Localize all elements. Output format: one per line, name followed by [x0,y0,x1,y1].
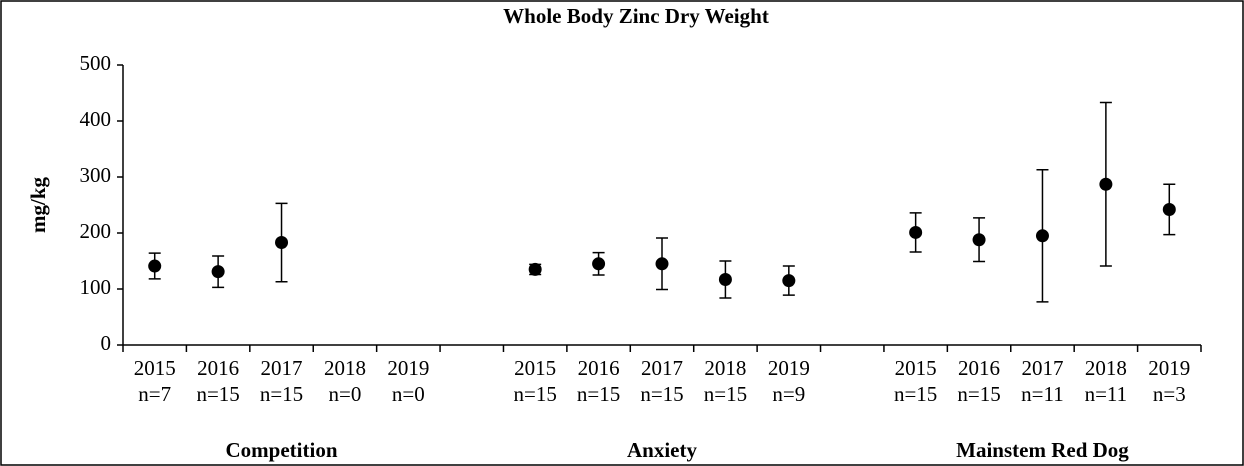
x-tick-label: 2018 [704,356,746,380]
x-sample-size: n=15 [894,382,937,406]
y-tick-label: 100 [80,275,112,299]
chart-title: Whole Body Zinc Dry Weight [503,4,769,28]
x-tick-label: 2019 [1148,356,1190,380]
x-sample-size: n=15 [514,382,557,406]
group-label: Anxiety [627,438,697,462]
x-sample-size: n=15 [704,382,747,406]
x-tick-label: 2016 [578,356,620,380]
x-sample-size: n=7 [138,382,171,406]
data-point [211,265,225,279]
data-point [1099,177,1113,191]
x-tick-label: 2019 [387,356,429,380]
x-tick-label: 2019 [768,356,810,380]
data-point [275,236,289,250]
y-tick-label: 0 [101,331,112,355]
x-sample-size: n=9 [772,382,805,406]
x-sample-size: n=15 [957,382,1000,406]
x-tick-label: 2015 [514,356,556,380]
group-label: Mainstem Red Dog [956,438,1129,462]
x-tick-label: 2017 [641,356,683,380]
x-sample-size: n=11 [1085,382,1128,406]
x-sample-size: n=15 [640,382,683,406]
data-point [718,272,732,286]
data-point [148,259,162,273]
group-label: Competition [226,438,338,462]
x-tick-label: 2016 [197,356,239,380]
x-tick-label: 2015 [895,356,937,380]
y-tick-label: 200 [80,219,112,243]
x-sample-size: n=15 [196,382,239,406]
x-sample-size: n=0 [392,382,425,406]
x-tick-label: 2016 [958,356,1000,380]
x-sample-size: n=11 [1021,382,1064,406]
data-point [972,233,986,247]
x-tick-label: 2017 [261,356,303,380]
y-axis-label: mg/kg [26,177,50,234]
data-point [1035,229,1049,243]
x-sample-size: n=15 [260,382,303,406]
data-point [909,225,923,239]
x-tick-label: 2018 [324,356,366,380]
x-tick-label: 2018 [1085,356,1127,380]
y-tick-label: 500 [80,51,112,75]
data-point [1162,202,1176,216]
data-point [592,257,606,271]
x-sample-size: n=0 [329,382,362,406]
x-tick-label: 2017 [1021,356,1063,380]
x-sample-size: n=15 [577,382,620,406]
x-sample-size: n=3 [1153,382,1186,406]
data-point [655,257,669,271]
data-point [528,262,542,276]
x-tick-label: 2015 [134,356,176,380]
y-tick-label: 400 [80,107,112,131]
data-point [782,274,796,288]
y-tick-label: 300 [80,163,112,187]
